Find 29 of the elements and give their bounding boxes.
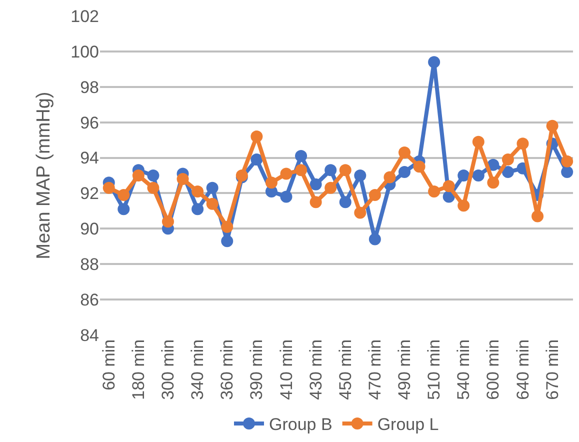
x-tick-label: 540 min [454, 339, 474, 400]
x-tick-label: 410 min [276, 339, 296, 400]
x-tick-label: 390 min [247, 339, 266, 400]
x-tick-label: 340 min [188, 339, 208, 400]
x-tick-label: 640 min [513, 339, 532, 400]
x-tick-label: 510 min [424, 339, 444, 400]
legend-label: Group B [269, 415, 332, 434]
y-tick-label: 84 [80, 326, 99, 345]
y-axis-title: Mean MAP (mmHg) [33, 92, 54, 260]
x-tick-label: 600 min [484, 339, 503, 400]
x-tick-label: 360 min [218, 339, 237, 400]
y-tick-label: 92 [80, 184, 99, 204]
x-tick-label: 60 min [99, 339, 118, 390]
y-tick-label: 98 [80, 78, 99, 97]
legend-label: Group L [377, 415, 439, 434]
y-tick-label: 102 [70, 6, 99, 26]
x-tick-label: 430 min [306, 339, 326, 400]
x-tick-label: 470 min [365, 339, 384, 400]
x-tick-label: 450 min [336, 339, 355, 400]
y-tick-label: 94 [80, 148, 99, 168]
y-tick-label: 90 [80, 220, 99, 239]
y-tick-label: 86 [80, 290, 99, 310]
x-tick-label: 300 min [158, 339, 178, 400]
x-tick-label: 490 min [395, 339, 414, 400]
x-tick-label: 670 min [542, 339, 562, 400]
y-tick-label: 88 [80, 255, 99, 274]
y-tick-label: 96 [80, 113, 99, 132]
y-tick-label: 100 [70, 42, 99, 62]
x-tick-label: 180 min [128, 339, 148, 400]
